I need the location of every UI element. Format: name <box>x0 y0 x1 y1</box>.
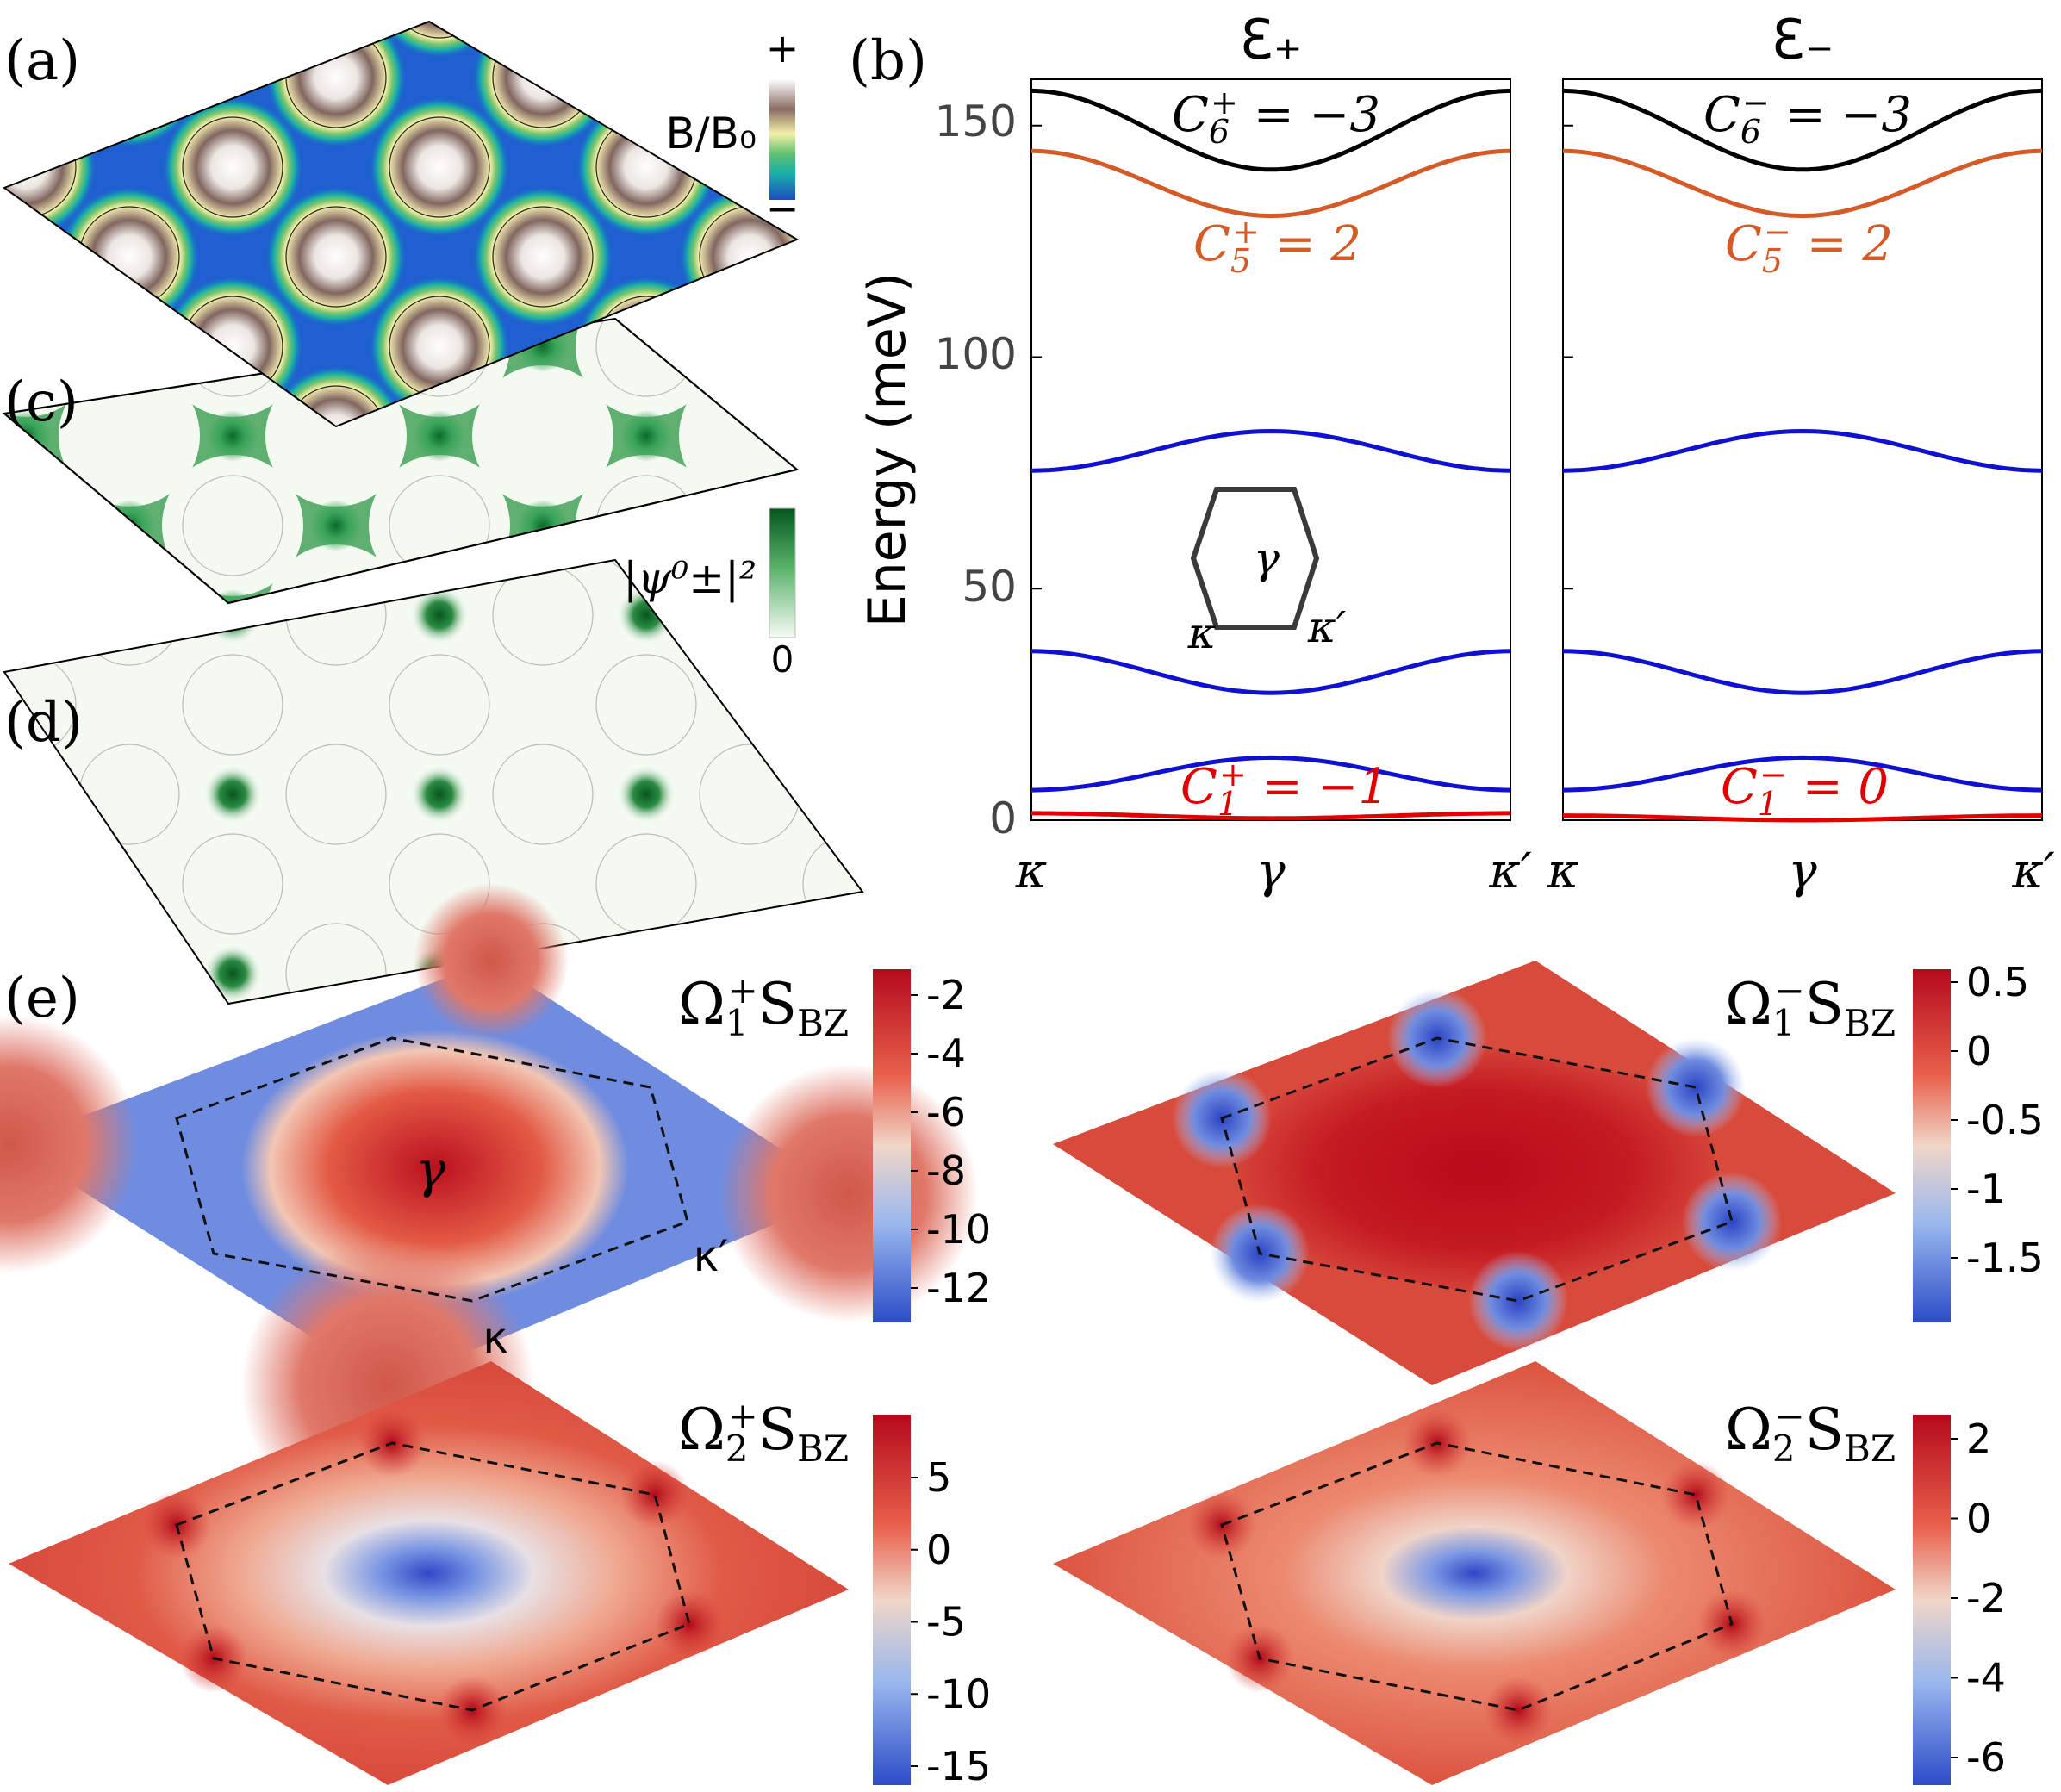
colorbar-tick-label: -0.5 <box>1966 1097 2044 1143</box>
map-title-2-plus: Ω2+SBZ <box>678 1395 849 1470</box>
inset-gamma: γ <box>1254 533 1280 583</box>
colorbar-field-min: − <box>766 185 800 232</box>
chern-c6-minus: C6− = −3 <box>1703 84 1912 151</box>
band-line-4 <box>1030 428 1511 473</box>
map-gamma-label: γ <box>416 1141 446 1199</box>
colorbar-tick-label: -6 <box>926 1089 966 1136</box>
colorbar-tick-label: -4 <box>926 1030 966 1077</box>
chern-c1-minus: C1− = 0 <box>1721 756 1889 823</box>
berry-map-2-plus <box>9 1361 849 1785</box>
ytick-0: 0 <box>989 793 1017 843</box>
hexagon-outline <box>1190 487 1320 630</box>
colorbar-map-1-plus <box>873 969 911 1322</box>
colorbar-tick-label: 0 <box>926 1527 951 1573</box>
band-line-1 <box>1563 813 2042 823</box>
colorbar-tick-label: 5 <box>926 1454 951 1501</box>
band-line-1 <box>1031 811 1510 821</box>
panel-label-d: (d) <box>4 691 83 755</box>
colorbar-tick-label: -2 <box>1966 1575 2006 1621</box>
panel-d-surface <box>3 558 864 1005</box>
xtick-gamma-right: γ <box>1788 843 1817 899</box>
band-line-4 <box>1562 428 2043 473</box>
colorbar-tick-label: -10 <box>926 1671 991 1717</box>
map-title-2-minus: Ω2−SBZ <box>1725 1395 1896 1470</box>
inset-kappa: κ <box>1187 608 1217 658</box>
brillouin-zone-inset: γ κ κ′ <box>1187 487 1347 658</box>
panel-label-b: (b) <box>849 29 927 93</box>
ytick-150: 150 <box>935 96 1017 146</box>
band-line-2 <box>1030 755 1511 793</box>
panel-label-c: (c) <box>4 370 78 434</box>
colorbar-tick-label: 2 <box>1966 1416 1991 1462</box>
band-line-6 <box>1562 88 2043 172</box>
colorbar-tick-label: -6 <box>1966 1734 2006 1781</box>
bz-hexagon-1-plus <box>175 1036 689 1303</box>
bz-hexagon-1-minus <box>1220 1036 1734 1303</box>
colorbar-field-label: B/B₀ <box>666 109 757 159</box>
colorbar-tick-label: -5 <box>926 1599 966 1646</box>
bz-hexagon-2-minus <box>1220 1441 1734 1712</box>
colorbar-tick-label: -4 <box>1966 1655 2006 1702</box>
colorbar-tick-label: 0.5 <box>1966 959 2029 1005</box>
colorbar-tick-label: -2 <box>926 972 966 1018</box>
panel-a-surface <box>2 20 800 428</box>
axes-frame-left <box>1030 78 1511 821</box>
colorbar-ticks: -2 -4 -6 -8 -10 -12 0.5 0 -0.5 -1 -1.5 5 0 -5 -10 -15 2 0… <box>911 959 2044 1789</box>
axes-frame-right <box>1562 78 2043 821</box>
colorbar-tick-label: -15 <box>926 1743 991 1789</box>
berry-minimum-lower-right <box>1682 1172 1782 1272</box>
band-plot-eps-plus <box>1030 78 1511 821</box>
band-plot-eps-minus <box>1562 78 2043 823</box>
band-line-5 <box>1562 148 2043 219</box>
colorbar-map-2-plus <box>873 1415 911 1785</box>
xtick-kappa-right: κ <box>1547 843 1579 899</box>
band-line-3 <box>1562 649 2043 695</box>
colorbar-map-1-minus <box>1913 969 1951 1322</box>
xtick-kappa-left: κ <box>1015 843 1048 899</box>
berry-minimum-bottom <box>1468 1251 1568 1351</box>
chern-c5-plus: C5+ = 2 <box>1193 213 1361 280</box>
band-line-3 <box>1030 649 1511 695</box>
map-title-1-plus: Ω1+SBZ <box>678 969 849 1044</box>
band-title-left: Ɛ₊ <box>1239 9 1302 72</box>
band-line-5 <box>1030 148 1511 219</box>
panel-label-a: (a) <box>4 29 80 93</box>
chern-c1-plus: C1+ = −1 <box>1180 756 1389 823</box>
berry-minimum-upper-right <box>1646 1037 1746 1137</box>
colorbar-tick-label: 0 <box>1966 1496 1991 1542</box>
berry-map-1-minus <box>1053 961 1896 1385</box>
xtick-gamma-left: γ <box>1256 843 1286 899</box>
colorbar-field-max: + <box>766 25 800 72</box>
inset-kappa-prime: κ′ <box>1307 602 1347 652</box>
colorbar-tick-label: 0 <box>1966 1028 1991 1074</box>
map-kappa-label: κ <box>483 1313 507 1363</box>
band-title-right: Ɛ₋ <box>1771 9 1834 72</box>
ytick-100: 100 <box>935 329 1017 379</box>
colorbar-density-min: 0 <box>771 638 794 681</box>
band-line-6 <box>1030 88 1511 172</box>
colorbar-tick-label: -1 <box>1966 1166 2006 1212</box>
xtick-kappa-prime-right: κ′ <box>2011 843 2055 899</box>
colorbar-tick-label: -1.5 <box>1966 1235 2044 1281</box>
band-line-2 <box>1562 755 2043 793</box>
map-kappa-prime-label: κ′ <box>694 1231 729 1281</box>
map-title-1-minus: Ω1−SBZ <box>1725 969 1896 1044</box>
ytick-50: 50 <box>962 562 1017 612</box>
berry-map-2-minus <box>1053 1361 1896 1785</box>
colorbar-tick-label: -10 <box>926 1206 991 1253</box>
colorbar-density-label: |ψ⁰±|² <box>623 553 757 603</box>
colorbar-density <box>769 507 796 638</box>
colorbar-tick-label: -8 <box>926 1148 966 1194</box>
chern-c6-plus: C6+ = −3 <box>1172 84 1380 151</box>
colorbar-field <box>769 79 795 200</box>
chern-c5-minus: C5− = 2 <box>1725 213 1893 280</box>
colorbar-tick-label: -12 <box>926 1265 991 1311</box>
xtick-kappa-prime-left: κ′ <box>1488 843 1532 899</box>
y-axis-label: Energy (meV) <box>857 272 918 627</box>
bz-hexagon-2-plus <box>175 1441 691 1712</box>
colorbar-map-2-minus <box>1913 1415 1951 1785</box>
